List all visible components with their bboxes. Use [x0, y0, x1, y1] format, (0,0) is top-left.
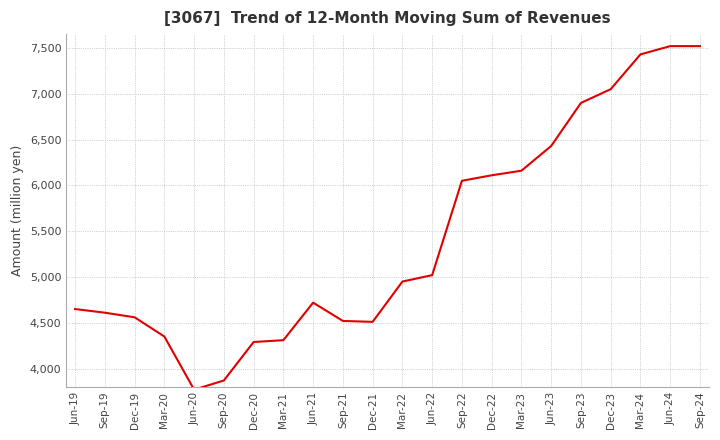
Y-axis label: Amount (million yen): Amount (million yen) [11, 145, 24, 276]
Title: [3067]  Trend of 12-Month Moving Sum of Revenues: [3067] Trend of 12-Month Moving Sum of R… [164, 11, 611, 26]
